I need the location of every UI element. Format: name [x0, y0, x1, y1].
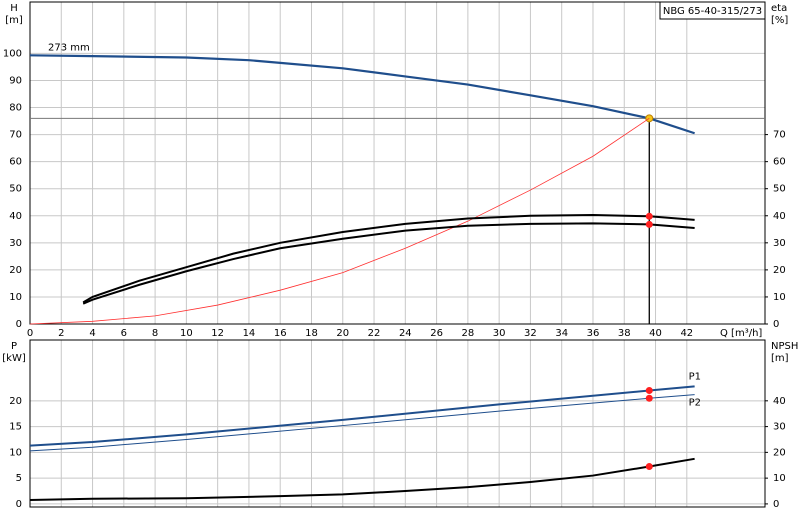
x-tick-label: 26	[430, 328, 443, 339]
y2-tick-label: 0	[773, 499, 779, 510]
y-tick-label: 90	[9, 75, 22, 86]
chart-title: NBG 65-40-315/273	[663, 6, 762, 17]
series-line	[29, 394, 695, 452]
x-tick-label: 12	[211, 328, 224, 339]
y-tick-label: 60	[9, 157, 22, 168]
y2-tick-label: 30	[773, 422, 786, 433]
x-tick-label: 8	[152, 328, 158, 339]
duty-point	[645, 220, 653, 228]
y-tick-label: 50	[9, 184, 22, 195]
y2-tick-label: 20	[773, 265, 786, 276]
y2-tick-label: 40	[773, 396, 786, 407]
y2-tick-label: 30	[773, 238, 786, 249]
y-tick-label: 10	[9, 292, 22, 303]
x-tick-label: 38	[618, 328, 631, 339]
duty-point	[645, 387, 653, 395]
y2-tick-label: 0	[773, 319, 779, 330]
y-tick-label: 15	[9, 422, 22, 433]
y2-tick-label: 40	[773, 211, 786, 222]
series-label: 273 mm	[48, 42, 90, 53]
plot-frame	[29, 339, 766, 508]
series-line	[29, 385, 695, 447]
y2-tick-label: 10	[773, 292, 786, 303]
duty-point	[645, 212, 653, 220]
x-tick-label: 10	[180, 328, 193, 339]
y2-axis-label: NPSH	[771, 341, 798, 352]
x-tick-label: 28	[462, 328, 475, 339]
y-tick-label: 80	[9, 103, 22, 114]
y-tick-label: 40	[9, 211, 22, 222]
series-label: P2	[689, 398, 701, 409]
y2-axis-unit: [%]	[771, 15, 788, 26]
y-tick-label: 10	[9, 447, 22, 458]
y-tick-label: 0	[16, 319, 22, 330]
series-label: P1	[689, 371, 701, 382]
y2-tick-label: 70	[773, 130, 786, 141]
x-tick-label: 40	[649, 328, 662, 339]
y-tick-label: 0	[16, 499, 22, 510]
y-tick-label: 20	[9, 396, 22, 407]
series-line	[82, 213, 695, 304]
series-line	[29, 457, 695, 502]
x-tick-label: 20	[336, 328, 349, 339]
x-tick-label: 16	[274, 328, 287, 339]
y2-tick-label: 10	[773, 473, 786, 484]
series-line	[29, 118, 650, 325]
x-tick-label: 32	[524, 328, 537, 339]
x-tick-label: 34	[555, 328, 568, 339]
y-tick-label: 30	[9, 238, 22, 249]
x-tick-label: 36	[587, 328, 600, 339]
duty-point	[645, 463, 653, 471]
x-tick-label: 18	[305, 328, 318, 339]
x-tick-label: 4	[89, 328, 95, 339]
y-axis-label: P	[11, 341, 17, 352]
y2-tick-label: 50	[773, 184, 786, 195]
y2-axis-unit: [m]	[771, 353, 789, 364]
x-axis-label: Q [m³/h]	[720, 328, 762, 339]
x-tick-label: 24	[399, 328, 412, 339]
y-axis-unit: [kW]	[2, 353, 26, 364]
series-line	[29, 54, 695, 135]
y-tick-label: 100	[3, 48, 22, 59]
x-tick-label: 6	[121, 328, 127, 339]
y-tick-label: 5	[16, 473, 22, 484]
y2-tick-label: 60	[773, 157, 786, 168]
y-tick-label: 20	[9, 265, 22, 276]
x-tick-label: 42	[680, 328, 693, 339]
y-tick-label: 70	[9, 130, 22, 141]
plot-frame	[29, 1, 766, 325]
x-tick-label: 22	[368, 328, 381, 339]
x-tick-label: 0	[27, 328, 33, 339]
title-box	[659, 1, 766, 20]
series-line	[82, 222, 695, 305]
duty-point	[645, 394, 653, 402]
x-tick-label: 14	[243, 328, 256, 339]
x-tick-label: 2	[58, 328, 64, 339]
y-axis-label: H	[10, 3, 18, 14]
y2-axis-label: eta	[771, 3, 787, 14]
x-tick-label: 30	[493, 328, 506, 339]
y-axis-unit: [m]	[5, 15, 23, 26]
y2-tick-label: 20	[773, 447, 786, 458]
